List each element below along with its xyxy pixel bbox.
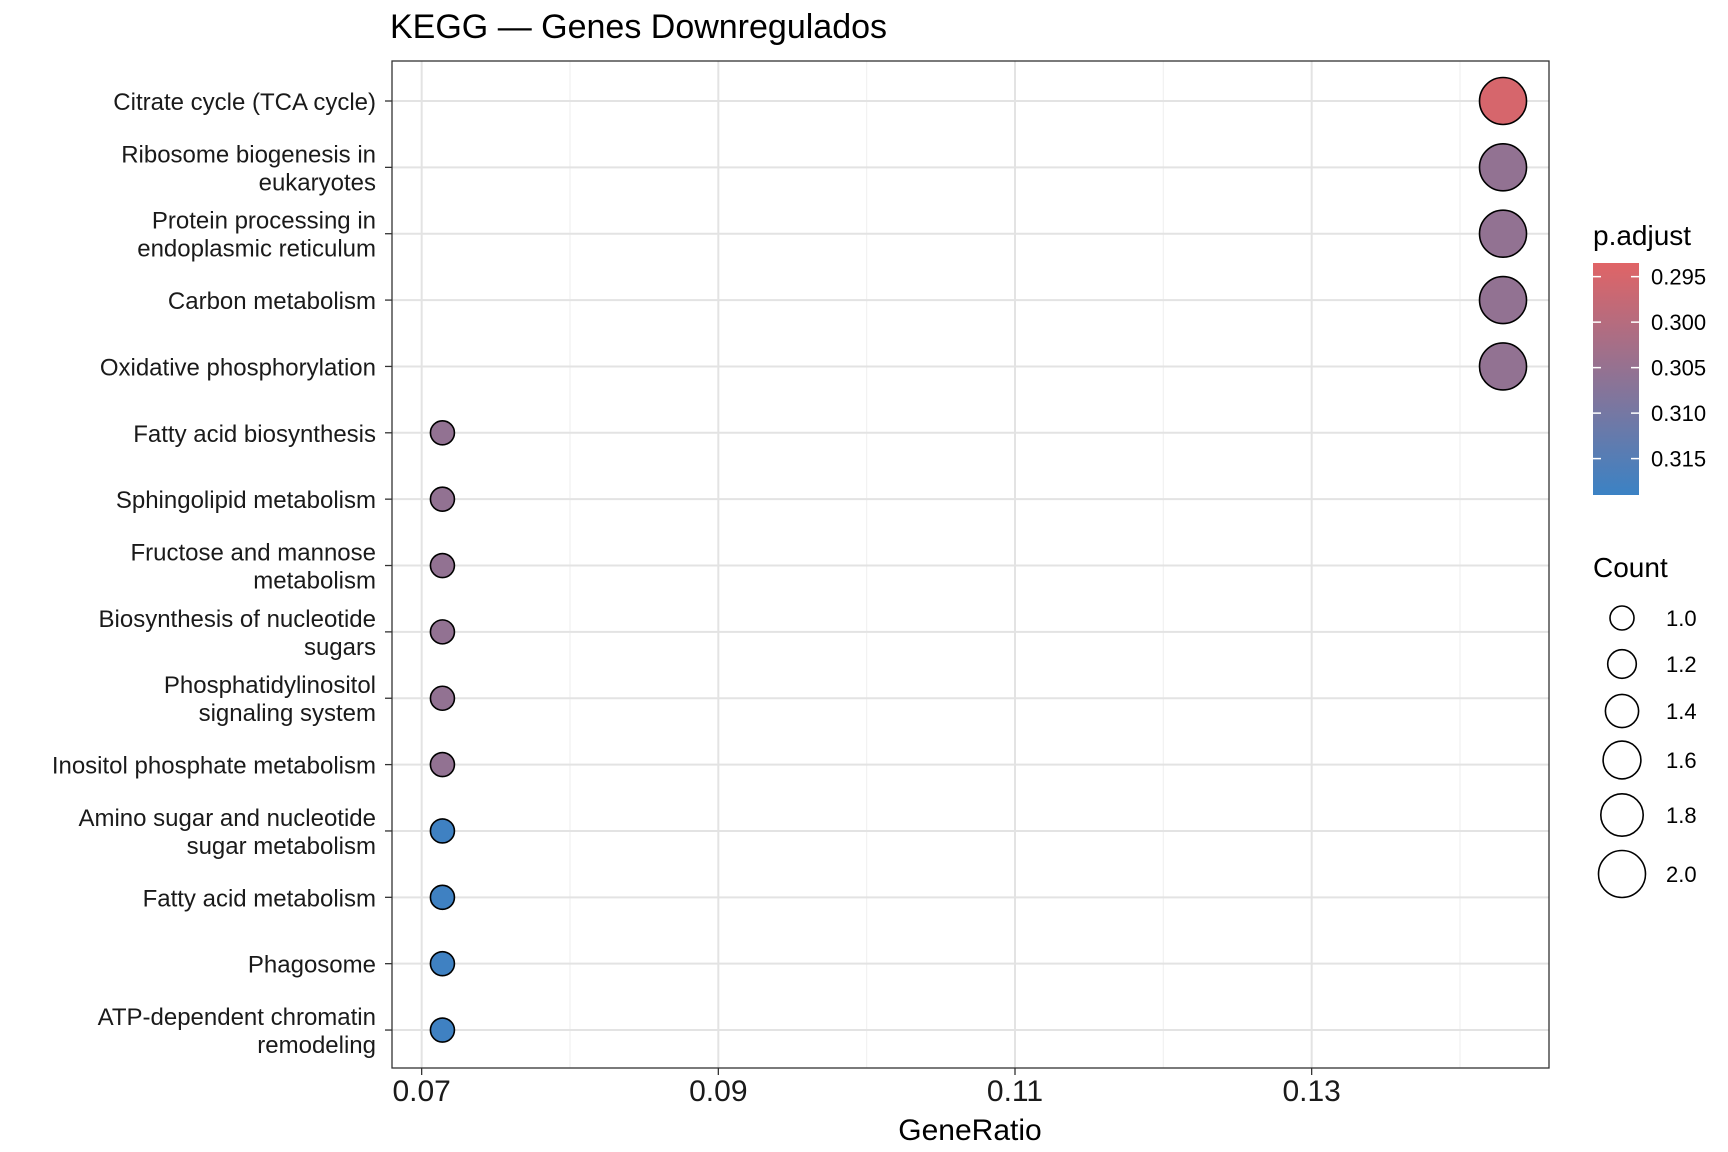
size-legend-label: 1.6: [1666, 748, 1697, 773]
y-tick-label: Phagosome: [248, 952, 376, 979]
data-point: [429, 685, 456, 712]
x-axis-title: GeneRatio: [898, 1114, 1041, 1147]
y-tick-label: Protein processing in: [152, 208, 376, 235]
y-tick-label: remodeling: [257, 1032, 376, 1059]
size-legend-key: [1602, 740, 1642, 780]
color-legend-label: 0.315: [1651, 447, 1706, 472]
color-legend-label: 0.295: [1651, 265, 1706, 290]
data-point: [429, 884, 456, 911]
data-point: [429, 818, 456, 844]
data-point: [1478, 342, 1528, 391]
y-tick-label: endoplasmic reticulum: [137, 236, 376, 263]
data-point: [429, 619, 456, 645]
y-tick-label: Citrate cycle (TCA cycle): [113, 89, 376, 116]
size-legend-key: [1597, 849, 1647, 899]
y-tick-label: Phosphatidylinositol: [164, 672, 376, 699]
x-tick-label: 0.11: [987, 1075, 1043, 1108]
color-legend-bar: [1593, 263, 1639, 495]
x-tick-label: 0.09: [689, 1075, 747, 1108]
size-legend-label: 1.0: [1666, 606, 1697, 631]
size-legend-key: [1609, 605, 1635, 631]
y-tick-label: eukaryotes: [259, 169, 376, 196]
data-point: [429, 751, 456, 778]
y-tick-label: Sphingolipid metabolism: [116, 487, 376, 514]
y-tick-label: Biosynthesis of nucleotide: [99, 606, 377, 633]
y-tick-label: sugars: [304, 634, 376, 661]
color-legend: p.adjust 0.295 0.300 0.305 0.310 0.315: [1593, 220, 1706, 495]
y-axis: Citrate cycle (TCA cycle) Ribosome biogen…: [52, 89, 392, 1059]
size-legend-key: [1606, 648, 1638, 680]
y-tick-label: Fatty acid metabolism: [143, 885, 376, 912]
data-point: [429, 950, 456, 977]
plot-panel-border: [391, 60, 1550, 1069]
grid-lines: [392, 61, 1549, 1068]
x-tick-label: 0.13: [1282, 1075, 1340, 1108]
size-legend-label: 1.4: [1666, 699, 1697, 724]
data-point: [429, 419, 456, 446]
size-legend: Count 1.0 1.2 1.4 1.6 1.8 2.0: [1593, 552, 1697, 899]
color-legend-label: 0.305: [1651, 356, 1706, 381]
y-tick-label: metabolism: [253, 568, 376, 595]
color-legend-label: 0.310: [1651, 401, 1706, 426]
data-point: [1478, 143, 1528, 192]
x-axis: 0.07 0.09 0.11 0.13: [392, 1068, 1341, 1108]
y-tick-label: sugar metabolism: [187, 833, 376, 860]
y-tick-label: Fructose and mannose: [131, 540, 376, 567]
color-legend-title: p.adjust: [1593, 220, 1691, 251]
size-legend-key: [1600, 792, 1645, 837]
size-legend-key: [1604, 693, 1640, 729]
chart-title: KEGG — Genes Downregulados: [390, 8, 887, 46]
y-tick-label: ATP-dependent chromatin: [98, 1004, 376, 1031]
x-tick-label: 0.07: [392, 1075, 450, 1108]
y-tick-label: Oxidative phosphorylation: [100, 354, 376, 381]
y-tick-label: Fatty acid biosynthesis: [133, 421, 376, 448]
size-legend-label: 2.0: [1666, 862, 1697, 887]
data-point: [1478, 209, 1528, 259]
y-tick-label: Carbon metabolism: [168, 288, 376, 315]
y-tick-label: Ribosome biogenesis in: [121, 141, 376, 168]
size-legend-label: 1.2: [1666, 652, 1697, 677]
data-point: [429, 486, 456, 512]
data-points: [429, 76, 1528, 1043]
size-legend-label: 1.8: [1666, 803, 1697, 828]
color-legend-label: 0.300: [1651, 310, 1706, 335]
size-legend-title: Count: [1593, 552, 1668, 583]
y-tick-label: Inositol phosphate metabolism: [52, 753, 376, 780]
y-tick-label: Amino sugar and nucleotide: [78, 805, 376, 832]
data-point: [1478, 275, 1528, 325]
data-point: [429, 1017, 456, 1043]
data-point: [1478, 76, 1528, 126]
data-point: [429, 552, 456, 579]
y-tick-label: signaling system: [199, 700, 376, 727]
